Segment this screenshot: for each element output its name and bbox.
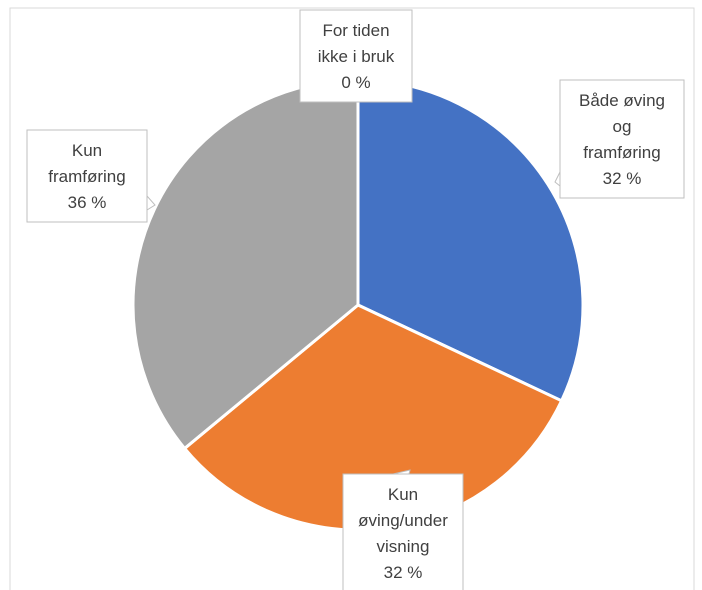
data-label-box xyxy=(342,473,464,590)
data-label-category: Kun xyxy=(72,141,102,160)
data-label-for-tiden-ikke-i-bruk: For tiden ikke i bruk 0 % xyxy=(299,9,413,103)
data-label-value: 36 % xyxy=(68,193,107,212)
data-label-box xyxy=(559,79,685,199)
data-label-box xyxy=(26,129,148,223)
pie-slice-kun-framf-ring xyxy=(131,78,360,450)
data-label-value: 32 % xyxy=(603,169,642,188)
data-label-box xyxy=(299,9,413,103)
data-label-pointer xyxy=(392,469,411,475)
data-label-kun-ving-undervisning: Kun øving/under visning 32 % xyxy=(342,469,464,590)
data-label-category: framføring xyxy=(48,167,125,186)
callouts-layer: Både øving og framføring 32 % Kun øving/under… xyxy=(26,9,685,590)
data-label-value: 32 % xyxy=(384,563,423,582)
data-label-kun-framf-ring: Kun framføring 36 % xyxy=(26,129,156,223)
data-label-value: 0 % xyxy=(341,73,370,92)
pie-slice-bade-ving-og-framf-ring xyxy=(356,78,585,403)
data-label-category: Både øving xyxy=(579,91,665,110)
data-label-category: ikke i bruk xyxy=(318,47,395,66)
data-label-pointer xyxy=(554,171,561,188)
data-label-pointer xyxy=(146,194,156,211)
data-label-category: øving/under xyxy=(358,511,448,530)
data-label-category: Kun xyxy=(388,485,418,504)
data-label-category: visning xyxy=(377,537,430,556)
data-label-category: For tiden xyxy=(322,21,389,40)
data-label-category: framføring xyxy=(583,143,660,162)
data-label-bade-ving-og-framf-ring: Både øving og framføring 32 % xyxy=(554,79,685,199)
data-label-category: og xyxy=(613,117,632,136)
slices-layer xyxy=(131,78,585,532)
